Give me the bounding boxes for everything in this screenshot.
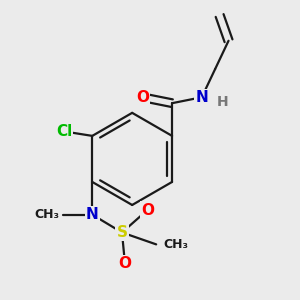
Text: H: H (217, 95, 228, 109)
Text: O: O (141, 203, 154, 218)
Text: O: O (118, 256, 131, 271)
Text: CH₃: CH₃ (164, 238, 189, 251)
Text: O: O (136, 90, 149, 105)
Text: N: N (195, 90, 208, 105)
Text: Cl: Cl (56, 124, 72, 139)
Text: S: S (116, 225, 128, 240)
Text: CH₃: CH₃ (34, 208, 60, 221)
Text: N: N (86, 207, 99, 222)
